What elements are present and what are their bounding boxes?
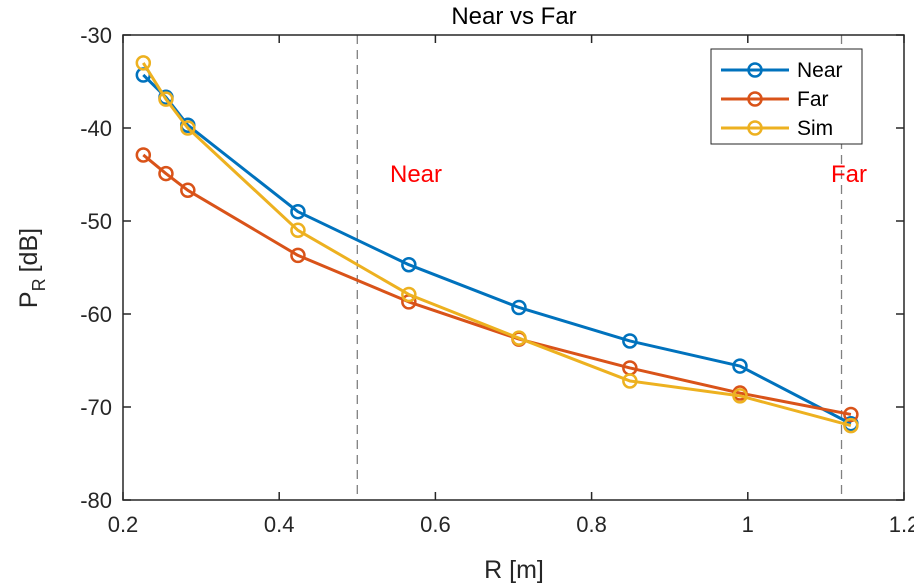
legend-label-near: Near <box>797 59 843 82</box>
data-point-near <box>511 299 527 316</box>
x-tick-label: 0.2 <box>108 512 139 537</box>
y-tick-label: -60 <box>80 302 112 327</box>
x-tick-label: 0.4 <box>264 512 295 537</box>
y-axis-label: PR [dB] <box>15 228 49 308</box>
series-line-sim <box>142 62 852 428</box>
y-tick-label: -80 <box>80 488 112 513</box>
x-axis-label: R [m] <box>484 556 544 584</box>
region-label-near: Near <box>390 161 442 188</box>
data-point-near <box>290 203 306 220</box>
series-line-far <box>142 153 852 416</box>
data-point-far <box>180 182 196 199</box>
data-point-sim <box>622 373 638 389</box>
legend-label-sim: Sim <box>797 117 833 140</box>
legend-marker-far <box>747 91 763 107</box>
y-tick-label: -70 <box>80 395 112 420</box>
y-tick-label: -50 <box>80 209 112 234</box>
x-tick-label: 1 <box>742 512 754 537</box>
region-label-far: Far <box>831 161 867 188</box>
legend-marker-sim <box>747 120 763 136</box>
y-tick-label: -30 <box>80 23 112 48</box>
data-point-near <box>732 358 748 374</box>
data-point-sim <box>290 222 306 239</box>
data-point-sim <box>401 286 417 303</box>
data-point-near <box>401 256 417 273</box>
y-tick-label: -40 <box>80 116 112 141</box>
y-axis-label-subscript: R <box>29 278 49 291</box>
data-point-sim <box>135 55 152 71</box>
data-point-near <box>622 333 638 349</box>
data-point-sim <box>158 91 174 107</box>
data-point-far <box>290 247 306 264</box>
data-point-sim <box>180 120 196 136</box>
y-axis-label-unit: [dB] <box>15 228 43 272</box>
legend: Near Far Sim <box>710 48 863 145</box>
chart-title: Near vs Far <box>451 3 576 30</box>
y-axis-label-main: P <box>15 291 43 308</box>
x-tick-label: 0.6 <box>420 512 451 537</box>
x-tick-label: 0.8 <box>576 512 607 537</box>
legend-marker-near <box>747 62 763 78</box>
data-point-sim <box>843 417 859 434</box>
data-point-sim <box>511 330 527 346</box>
plot-frame <box>122 34 905 501</box>
data-point-far <box>135 147 152 163</box>
data-point-far <box>158 165 174 182</box>
x-tick-label: 1.2 <box>889 512 914 537</box>
legend-label-far: Far <box>797 88 829 111</box>
data-point-sim <box>732 388 748 404</box>
svg-text:PR[dB]: PR [dB] <box>15 228 49 308</box>
data-point-far <box>843 406 859 423</box>
